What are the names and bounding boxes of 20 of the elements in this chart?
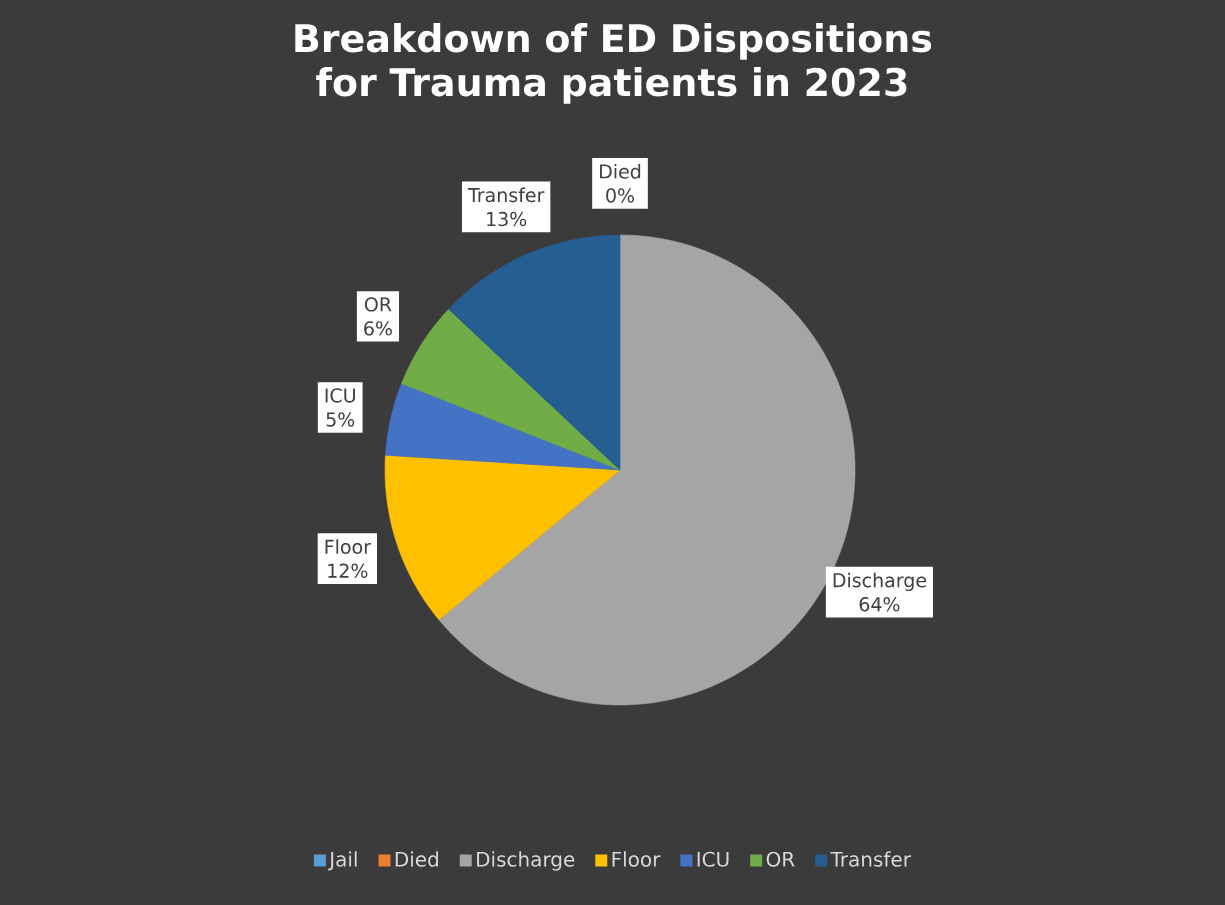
legend-label: Discharge [477, 851, 575, 871]
legend-label: Floor [612, 851, 661, 867]
slice-label: Discharge [833, 572, 927, 592]
chart-title: Breakdown of ED Dispositions for Trauma patients in 2023 [295, 23, 932, 104]
slice-label: ICU [325, 388, 355, 403]
slice-label: Transfer [467, 187, 545, 203]
legend-label: Transfer [830, 851, 911, 867]
legend-label: ICU [697, 851, 729, 867]
data-label: 13% [487, 211, 527, 227]
data-label: 64% [859, 597, 900, 612]
data-label: 5% [326, 412, 355, 427]
legend-label: Jail [328, 851, 357, 871]
slice-label: Floor [325, 539, 371, 554]
legend-label: Died [395, 851, 438, 867]
data-label: 12% [328, 563, 368, 578]
text: 0% [606, 188, 635, 203]
category-label: Died [600, 163, 641, 179]
data-label: 6% [364, 321, 392, 336]
slice-label: OR [364, 297, 392, 312]
legend-label: OR [766, 851, 795, 867]
